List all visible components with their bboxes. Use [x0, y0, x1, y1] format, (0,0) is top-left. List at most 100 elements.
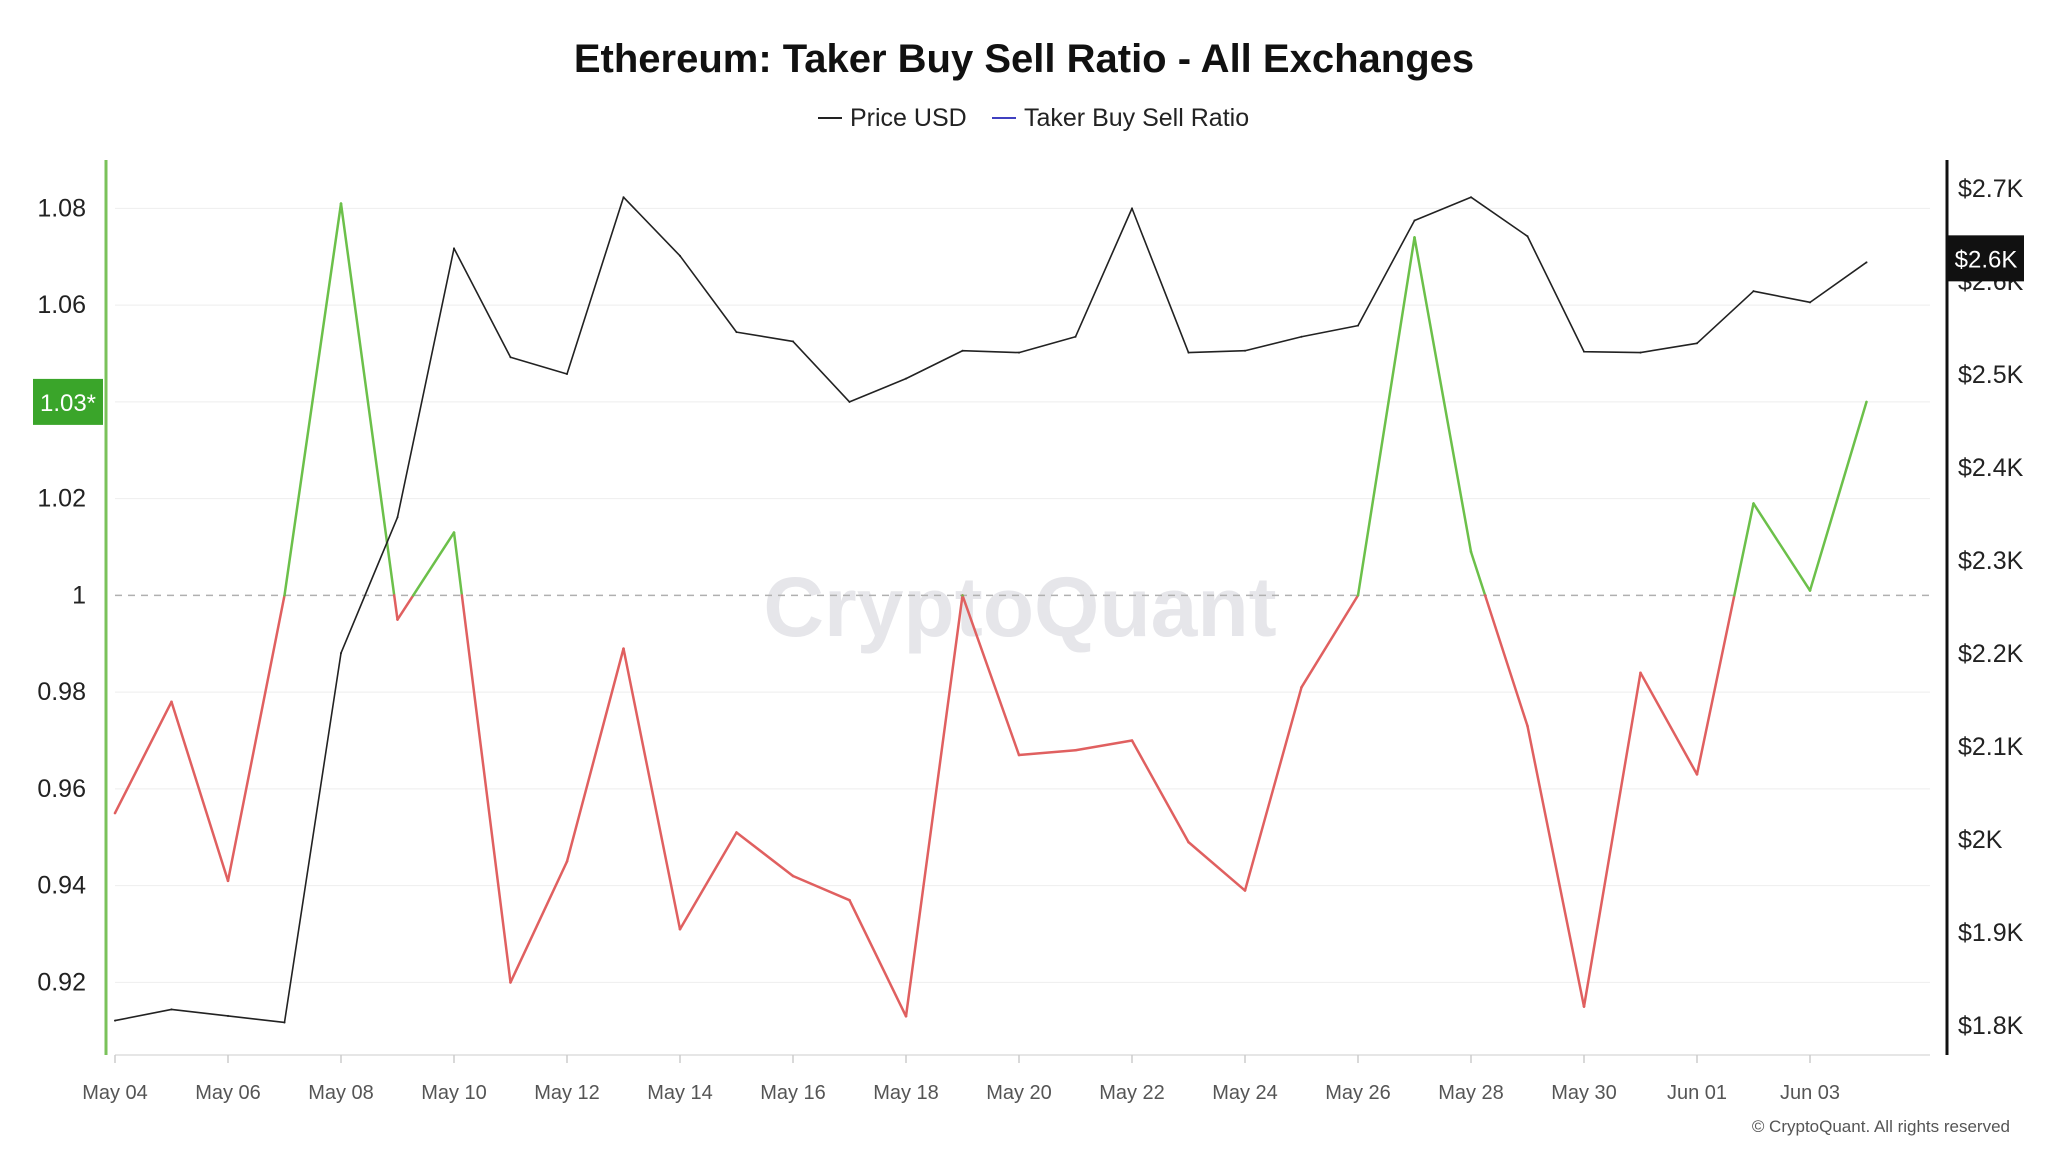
x-tick-label: May 08 [308, 1082, 374, 1104]
price-point [1809, 301, 1811, 304]
ratio-point [565, 860, 569, 863]
ratio-point [1865, 400, 1868, 404]
current-ratio-badge: 1.03* [40, 390, 96, 417]
legend-item-price[interactable]: Price USD [850, 104, 967, 132]
ratio-line-segment [411, 531, 456, 597]
ratio-point [396, 618, 399, 621]
legend-item-ratio[interactable]: Taker Buy Sell Ratio [1024, 104, 1249, 132]
ratio-point [113, 811, 117, 815]
ratio-line-segment [904, 594, 964, 1018]
ratio-point [1695, 773, 1699, 776]
ratio-line-segment [1752, 502, 1812, 592]
price-point [622, 196, 625, 199]
ratio-line-segment [1639, 671, 1699, 776]
x-tick-label: May 28 [1438, 1082, 1504, 1104]
ratio-line-segment [735, 831, 795, 878]
price-point [1865, 261, 1868, 264]
y-left-tick-label: 1.06 [37, 291, 86, 319]
current-price-badge-bg [1948, 235, 2024, 282]
y-left-tick-label: 1.08 [37, 194, 86, 222]
x-tick-label: Jun 01 [1667, 1082, 1727, 1104]
price-point [170, 1008, 173, 1011]
ratio-point [622, 647, 625, 650]
ratio-line-segment [1413, 236, 1473, 554]
axes: 0.92 0.94 0.96 0.98 1 1.02 1.06 1.08 $1.8K $1.9K $… [37, 160, 2024, 1104]
ratio-line-segment [170, 700, 230, 883]
current-value-badges: 1.03* $2.6K [33, 235, 2024, 425]
y-right-tick-label: $2.1K [1958, 733, 2024, 761]
price-point [961, 349, 964, 352]
ratio-point [1017, 753, 1021, 757]
current-ratio-badge-bg [33, 378, 103, 425]
ratio-line-segment [565, 647, 625, 863]
x-tick-label: May 12 [534, 1082, 600, 1104]
ratio-point [961, 594, 964, 597]
x-tick-label: May 26 [1325, 1082, 1391, 1104]
ratio-line-segment [452, 531, 464, 597]
ratio-point [1074, 749, 1077, 752]
ratio-point [1300, 686, 1303, 689]
y-left-tick-label: 0.94 [37, 872, 86, 900]
y-right-tick-label: $2.2K [1958, 640, 2024, 668]
ratio-point [170, 700, 173, 704]
ratio-point [1356, 594, 1360, 597]
ratio-line-segment [848, 898, 908, 1018]
grid [115, 207, 1930, 983]
y-right-tick-label: $2.3K [1958, 547, 2024, 575]
price-point [792, 340, 794, 343]
x-tick-label: May 10 [421, 1082, 487, 1104]
ratio-line-segment [283, 202, 343, 597]
price-point [1300, 335, 1303, 338]
chart-title: Ethereum: Taker Buy Sell Ratio - All Exc… [574, 37, 1474, 81]
x-tick-label: May 20 [986, 1082, 1052, 1104]
price-point [1639, 351, 1642, 354]
y-left-tick-label: 0.92 [37, 968, 86, 996]
ratio-point [791, 874, 795, 878]
price-point [848, 400, 851, 403]
price-point [679, 254, 681, 257]
price-point [1526, 235, 1529, 238]
y-right-tick-label: $2.7K [1958, 175, 2024, 203]
ratio-line-segment [1808, 400, 1868, 592]
price-point [1018, 351, 1020, 354]
ratio-point [735, 831, 738, 834]
copyright: © CryptoQuant. All rights reserved [1752, 1117, 2010, 1136]
ratio-point [1752, 502, 1755, 505]
ratio-point [1413, 236, 1416, 239]
price-point [1696, 342, 1698, 345]
ratio-line-segment [339, 202, 396, 597]
y-right-tick-label: $2.5K [1958, 361, 2024, 389]
ratio-line-segment [961, 594, 1021, 757]
legend: Price USD Taker Buy Sell Ratio [818, 104, 1249, 132]
ratio-point [1243, 889, 1247, 892]
y-right-tick-label: $1.8K [1958, 1012, 2024, 1040]
y-left-tick-label: 0.96 [37, 775, 86, 803]
x-tick-label: May 22 [1099, 1082, 1165, 1104]
ratio-line-segment [622, 647, 682, 931]
price-point [114, 1019, 116, 1022]
ratio-line-segment [1526, 724, 1586, 1008]
ratio-line-segment [226, 594, 286, 883]
price-point [340, 652, 342, 655]
ratio-line-segment [1695, 594, 1736, 776]
price-line [114, 196, 1867, 1024]
price-point [453, 247, 455, 250]
x-tick-label: May 18 [873, 1082, 939, 1104]
x-tick-label: May 30 [1551, 1082, 1617, 1104]
ratio-line-segment [392, 594, 399, 621]
ratio-line-segment [1582, 671, 1642, 1008]
current-price-badge: $2.6K [1955, 246, 2018, 273]
ratio-line-segment [113, 700, 173, 815]
y-right-tick-label: $2.4K [1958, 454, 2024, 482]
x-tick-label: May 06 [195, 1082, 261, 1104]
ratio-line-segment [1130, 739, 1190, 844]
ratio-line-segment [460, 594, 512, 984]
ratio-point [339, 202, 343, 205]
x-tick-label: May 24 [1212, 1082, 1278, 1104]
y-right-tick-label: $2K [1958, 826, 2003, 854]
watermark: CryptoQuant [763, 560, 1276, 654]
price-point [1752, 290, 1755, 293]
ratio-point [1469, 550, 1473, 554]
y-right-tick-label: $1.9K [1958, 919, 2024, 947]
